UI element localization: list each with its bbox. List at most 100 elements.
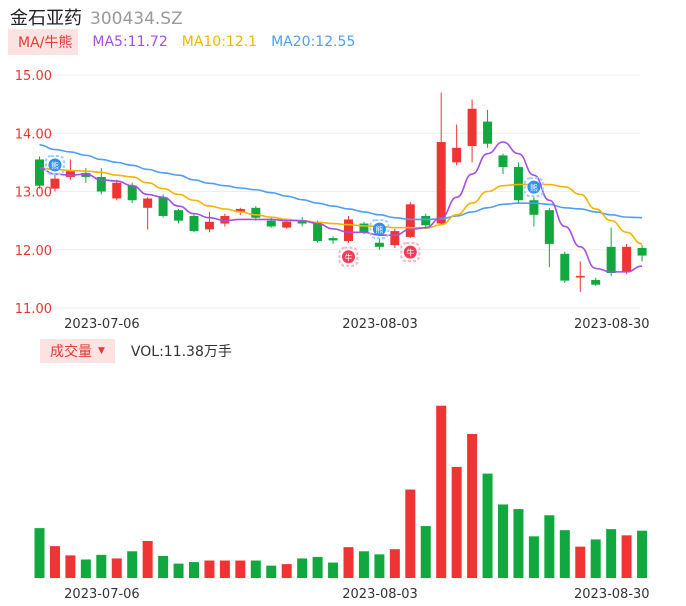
ma5-legend: MA5:11.72 bbox=[92, 34, 168, 50]
ma20-line bbox=[39, 144, 643, 221]
candle bbox=[65, 159, 75, 180]
x-tick-label: 2023-08-30 bbox=[574, 317, 650, 332]
volume-bar bbox=[606, 529, 617, 578]
volume-bar bbox=[482, 473, 493, 578]
volume-bar bbox=[189, 562, 199, 578]
volume-bar bbox=[559, 530, 570, 578]
candle-body bbox=[622, 246, 632, 272]
volume-bar bbox=[436, 405, 447, 578]
ma-indicator-button[interactable]: MA/牛熊 bbox=[8, 29, 79, 55]
candle-body bbox=[390, 231, 400, 246]
candle bbox=[606, 227, 616, 276]
candle-body bbox=[575, 275, 585, 278]
candle bbox=[112, 179, 122, 201]
y-tick-label: 13.00 bbox=[15, 186, 52, 201]
volume-bar bbox=[544, 515, 555, 578]
volume-bar bbox=[637, 530, 648, 578]
marker-dot bbox=[372, 222, 386, 236]
candle-body bbox=[560, 253, 570, 281]
volume-bar bbox=[204, 560, 215, 578]
x-tick-label: 2023-08-03 bbox=[342, 317, 418, 332]
marker-dot bbox=[342, 250, 355, 264]
candle-body bbox=[143, 198, 153, 208]
candle bbox=[467, 99, 477, 163]
marker-glyph: 熊 bbox=[51, 161, 59, 171]
volume-bars bbox=[34, 405, 648, 578]
candle-body bbox=[204, 221, 214, 230]
bull-marker-icon: 牛 bbox=[338, 246, 359, 267]
candle bbox=[328, 236, 338, 244]
stock-name: 金石亚药 bbox=[10, 8, 82, 29]
candle-body bbox=[220, 215, 230, 224]
candle-body bbox=[297, 220, 307, 224]
volume-bar bbox=[250, 560, 261, 578]
marker-glyph: 牛 bbox=[345, 252, 353, 262]
candle bbox=[421, 213, 431, 228]
volume-bar bbox=[111, 558, 122, 578]
ma-legend-bar: MA/牛熊 MA5:11.72 MA10:12.1 MA20:12.55 bbox=[0, 29, 356, 55]
candle bbox=[513, 162, 523, 204]
candle bbox=[452, 124, 462, 166]
volume-bar bbox=[420, 526, 431, 578]
marker-dot bbox=[527, 180, 541, 194]
candle-body bbox=[174, 210, 184, 221]
x-tick-label: 2023-08-30 bbox=[574, 587, 650, 602]
x-tick-label: 2023-07-06 bbox=[64, 317, 140, 332]
volume-bar bbox=[158, 555, 169, 578]
volume-bar bbox=[142, 540, 153, 578]
candle bbox=[204, 211, 214, 233]
volume-bar bbox=[80, 559, 91, 578]
candle bbox=[174, 208, 184, 224]
volume-bar bbox=[621, 535, 632, 578]
candle-body bbox=[81, 172, 91, 177]
marker-glyph: 熊 bbox=[530, 183, 538, 193]
candle-body bbox=[189, 215, 199, 232]
candle-body bbox=[344, 219, 353, 242]
volume-bar bbox=[328, 562, 339, 578]
candle bbox=[436, 92, 446, 226]
price-grid bbox=[30, 74, 640, 309]
volume-bar bbox=[451, 466, 462, 578]
marker-ring bbox=[369, 219, 390, 240]
volume-bar bbox=[34, 528, 45, 578]
candle-body bbox=[421, 215, 431, 226]
volume-bar bbox=[343, 547, 354, 578]
volume-bar bbox=[374, 554, 385, 578]
volume-indicator-label: 成交量 bbox=[50, 344, 92, 360]
ma5-line bbox=[39, 141, 643, 273]
volume-bar bbox=[590, 539, 601, 578]
volume-bar bbox=[96, 554, 107, 578]
price-x-ticks: 2023-07-06 2023-08-03 2023-08-30 bbox=[64, 317, 649, 332]
volume-bar bbox=[467, 434, 478, 578]
bear-marker-icon: 熊 bbox=[44, 155, 65, 176]
candle bbox=[251, 206, 261, 221]
candle-body bbox=[96, 176, 106, 192]
candle-body bbox=[282, 221, 292, 228]
candle bbox=[35, 156, 44, 189]
candle bbox=[143, 197, 153, 230]
candle bbox=[529, 196, 539, 227]
candle-body bbox=[50, 178, 60, 189]
marker-ring bbox=[400, 242, 421, 263]
candle-body bbox=[513, 167, 523, 201]
marker-ring bbox=[44, 155, 65, 176]
candle-body bbox=[251, 207, 261, 218]
candle-body bbox=[452, 147, 462, 163]
marker-glyph: 牛 bbox=[406, 248, 414, 258]
candle-body bbox=[35, 159, 44, 186]
marker-dot bbox=[403, 245, 417, 259]
y-tick-label: 11.00 bbox=[15, 302, 52, 317]
volume-bar bbox=[498, 504, 508, 578]
ma10-line bbox=[39, 167, 643, 245]
ma20-legend: MA20:12.55 bbox=[271, 34, 356, 50]
x-tick-label: 2023-08-03 bbox=[342, 587, 418, 602]
candle-body bbox=[606, 246, 616, 274]
volume-x-ticks: 2023-07-06 2023-08-03 2023-08-30 bbox=[64, 587, 649, 602]
bull-marker-icon: 牛 bbox=[400, 242, 421, 263]
volume-bar bbox=[513, 509, 524, 578]
candle-body bbox=[65, 171, 75, 177]
volume-indicator-button[interactable]: 成交量 ▼ bbox=[40, 339, 115, 363]
volume-bar bbox=[405, 489, 416, 578]
candle-body bbox=[591, 280, 601, 285]
